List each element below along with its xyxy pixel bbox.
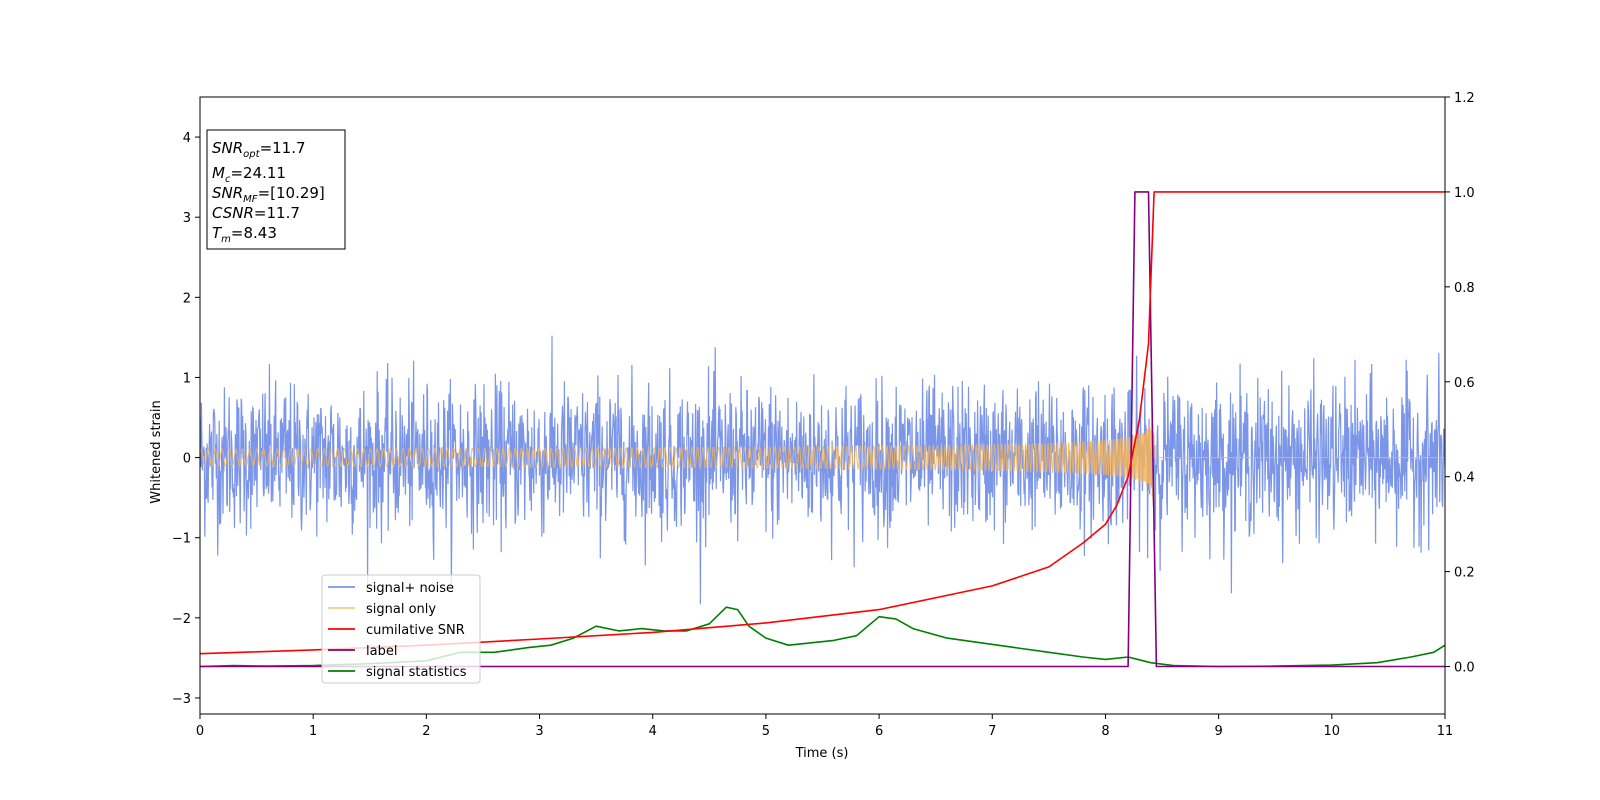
x-tick-label: 10 [1324, 724, 1341, 739]
legend-label: cumilative SNR [366, 623, 465, 638]
x-axis-label: Time (s) [795, 746, 849, 761]
x-tick-label: 4 [649, 724, 657, 739]
y-tick-label: −1 [172, 532, 191, 547]
annotation-symbol: CSNR [212, 204, 254, 222]
series-signal-noise [200, 335, 1445, 605]
legend-frame [321, 574, 481, 684]
y-tick-label: 1 [183, 371, 191, 386]
y-tick-label: 0 [183, 452, 191, 467]
x-tick-label: 8 [1101, 724, 1109, 739]
series-cumulative-snr [200, 191, 1445, 655]
series-signal-statistics [200, 606, 1445, 668]
legend-label: signal statistics [366, 665, 467, 680]
x-tick-label: 3 [535, 724, 543, 739]
x-tick-label: 1 [309, 724, 317, 739]
legend-label: label [366, 644, 397, 659]
y-axis-label: Whitened strain [149, 400, 164, 503]
x-tick-label: 0 [196, 724, 204, 739]
annotation-line: SNRMF=[10.29] [212, 184, 325, 205]
y-tick-label: −2 [172, 612, 191, 627]
annotation-subscript: opt [243, 149, 260, 160]
x-axis-ticks: 0 1 2 3 4 5 6 7 8 9 10 11 [196, 714, 1453, 739]
annotation-box: SNRopt=11.7Mc=24.11SNRMF=[10.29]CSNR=11.… [206, 129, 346, 250]
annotation-line: CSNR=11.7 [212, 204, 300, 222]
y-tick-label: −3 [172, 692, 191, 707]
annotation-line: Mc=24.11 [212, 164, 286, 185]
x-tick-label: 2 [422, 724, 430, 739]
annotation-frame [206, 129, 346, 250]
annotation-subscript: m [221, 234, 231, 245]
y-tick-label: 4 [183, 131, 191, 146]
y2-tick-label: 1.0 [1454, 186, 1475, 201]
annotation-line: SNRopt=11.7 [212, 139, 306, 160]
plot-area [200, 191, 1445, 668]
series-label [200, 191, 1445, 668]
annotation-symbol: SNR [212, 139, 243, 157]
x-tick-label: 11 [1437, 724, 1454, 739]
x-tick-label: 7 [988, 724, 996, 739]
legend-label: signal+ noise [366, 581, 454, 596]
legend: signal+ noise signal only cumilative SNR la… [321, 574, 481, 684]
y2-tick-label: 0.4 [1454, 471, 1475, 486]
y2-tick-label: 0.2 [1454, 566, 1475, 581]
annotation-symbol: SNR [212, 184, 243, 202]
annotation-value: =11.7 [254, 204, 300, 222]
annotation-subscript: c [225, 174, 231, 185]
y2-tick-label: 0.0 [1454, 661, 1475, 676]
x-tick-label: 5 [762, 724, 770, 739]
y2-axis-ticks: 0.0 0.2 0.4 0.6 0.8 1.0 1.2 [1445, 91, 1475, 676]
annotation-line: Tm=8.43 [212, 224, 277, 245]
y-axis-ticks: −3 −2 −1 0 1 2 3 4 [172, 131, 200, 707]
y-tick-label: 2 [183, 291, 191, 306]
plot-border [199, 96, 1446, 715]
x-tick-label: 9 [1214, 724, 1222, 739]
x-tick-label: 6 [875, 724, 883, 739]
y2-tick-label: 0.8 [1454, 281, 1475, 296]
annotation-symbol: M [212, 164, 225, 182]
y2-tick-label: 0.6 [1454, 376, 1475, 391]
y-tick-label: 3 [183, 211, 191, 226]
series-signal-only [200, 421, 1445, 502]
legend-label: signal only [366, 602, 436, 617]
annotation-symbol: T [212, 224, 223, 242]
annotation-value: =24.11 [230, 164, 286, 182]
annotation-subscript: MF [243, 194, 258, 205]
annotation-value: =8.43 [231, 224, 277, 242]
annotation-value: =11.7 [260, 139, 306, 157]
annotation-value: =[10.29] [258, 184, 325, 202]
y2-tick-label: 1.2 [1454, 91, 1475, 106]
axes-frame [199, 96, 1446, 715]
